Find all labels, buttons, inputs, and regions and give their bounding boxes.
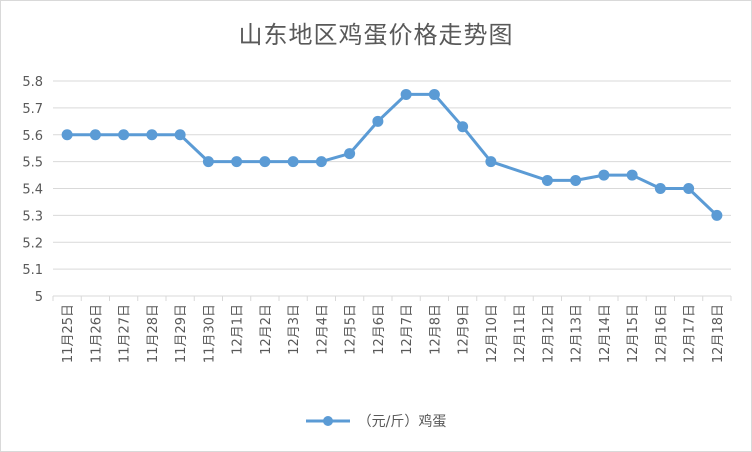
data-point <box>118 129 130 141</box>
data-point <box>570 174 582 186</box>
data-point <box>372 115 384 127</box>
data-point <box>202 156 214 168</box>
y-tick-label: 5.6 <box>22 129 43 144</box>
x-tick-label: 11月25日 <box>61 304 76 363</box>
data-point <box>457 121 469 133</box>
data-point <box>400 88 412 100</box>
x-tick-label: 12月6日 <box>372 304 387 355</box>
y-tick-label: 5.5 <box>22 156 43 171</box>
x-tick-label: 12月15日 <box>626 304 641 363</box>
x-tick-label: 12月7日 <box>400 304 415 355</box>
y-tick-label: 5.7 <box>22 102 43 117</box>
data-point <box>344 148 356 160</box>
x-tick-label: 12月8日 <box>428 304 443 355</box>
legend-label: （元/斤）鸡蛋 <box>357 414 447 430</box>
x-tick-label: 11月29日 <box>174 304 189 363</box>
x-tick-label: 12月3日 <box>287 304 302 355</box>
y-tick-label: 5.4 <box>22 183 43 198</box>
chart-title: 山东地区鸡蛋价格走势图 <box>238 21 514 49</box>
data-point <box>485 156 497 168</box>
x-tick-label: 12月13日 <box>570 304 585 363</box>
data-point <box>598 169 610 181</box>
x-tick-label: 11月26日 <box>89 304 104 363</box>
data-point <box>231 156 243 168</box>
x-tick-label: 12月11日 <box>513 304 528 363</box>
y-tick-label: 5.3 <box>22 209 43 224</box>
x-tick-label: 11月30日 <box>202 304 217 363</box>
x-tick-label: 12月5日 <box>344 304 359 355</box>
x-tick-label: 12月14日 <box>598 304 613 363</box>
y-tick-label: 5.1 <box>22 263 43 278</box>
data-point <box>541 174 553 186</box>
data-point <box>654 183 666 194</box>
data-point <box>428 88 440 100</box>
data-point <box>626 169 638 181</box>
x-tick-label: 12月12日 <box>541 304 556 363</box>
series-line <box>67 92 718 217</box>
data-point <box>146 129 158 141</box>
x-tick-label: 12月10日 <box>485 304 500 363</box>
data-point <box>315 156 327 168</box>
x-tick-label: 12月4日 <box>315 304 330 355</box>
data-point <box>683 183 695 194</box>
y-tick-label: 5.2 <box>22 236 43 251</box>
legend: （元/斤）鸡蛋 <box>1 409 751 433</box>
data-point <box>61 129 73 141</box>
data-point <box>89 129 101 141</box>
x-tick-label: 12月1日 <box>231 304 246 355</box>
x-tick-label: 11月27日 <box>118 304 133 363</box>
x-tick-label: 12月18日 <box>711 304 726 363</box>
x-tick-label: 11月28日 <box>146 304 161 363</box>
x-tick-label: 12月9日 <box>457 304 472 355</box>
data-point <box>287 156 299 168</box>
y-tick-label: 5 <box>35 290 43 305</box>
x-tick-label: 12月16日 <box>654 304 669 363</box>
x-tick-label: 12月2日 <box>259 304 274 355</box>
data-point <box>174 129 186 141</box>
data-point <box>711 209 723 221</box>
data-point <box>259 156 271 168</box>
y-tick-label: 5.8 <box>22 75 43 90</box>
x-tick-label: 12月17日 <box>683 304 698 363</box>
legend-swatch <box>305 416 350 426</box>
